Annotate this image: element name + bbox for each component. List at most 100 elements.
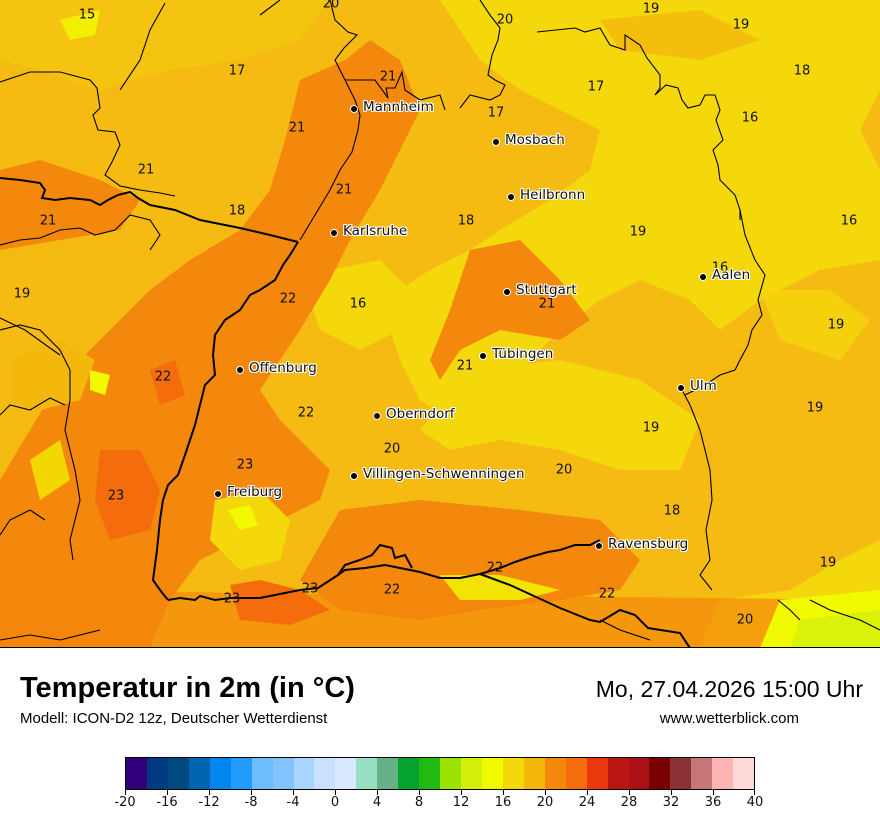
temperature-value: 18 — [457, 213, 475, 229]
tick-label: 16 — [494, 795, 512, 810]
temperature-value: 23 — [223, 591, 241, 607]
city-marker-icon — [699, 273, 707, 281]
tick-mark — [335, 790, 336, 795]
tick-mark — [754, 790, 755, 795]
tick-mark — [377, 790, 378, 795]
tick-mark — [461, 790, 462, 795]
tick-label: -4 — [286, 795, 300, 810]
temperature-value: 20 — [496, 12, 514, 28]
temperature-value: 19 — [13, 286, 31, 302]
colorbar-segment — [586, 758, 608, 789]
city-label: Offenburg — [249, 360, 317, 376]
colorbar-segment — [419, 758, 441, 789]
temperature-value: 19 — [642, 1, 660, 17]
temperature-value: 21 — [137, 162, 155, 178]
colorbar-ticks: -20 -16 -12 -8 -4 0 4 8 12 16 20 24 28 32 36 40 — [114, 790, 763, 820]
colorbar-segment — [146, 758, 168, 789]
tick-label: 24 — [578, 795, 596, 810]
city-marker-icon — [350, 472, 358, 480]
temperature-value: 16 — [349, 296, 367, 312]
city-label: Tübingen — [492, 346, 554, 362]
tick-label: 8 — [414, 795, 424, 810]
temperature-value: 19 — [819, 555, 837, 571]
colorbar-segment — [377, 758, 399, 789]
colorbar-segment — [670, 758, 692, 789]
tick-mark — [713, 790, 714, 795]
city-label: Aalen — [712, 267, 751, 283]
temperature-value: 22 — [598, 586, 616, 602]
tick-label: 20 — [536, 795, 554, 810]
colorbar-segment — [209, 758, 231, 789]
tick-label: 36 — [704, 795, 722, 810]
city-label: Mosbach — [505, 132, 565, 148]
temperature-value: 21 — [335, 182, 353, 198]
city-label: Villingen-Schwenningen — [363, 466, 525, 482]
temperature-value: 23 — [236, 457, 254, 473]
tick-mark — [125, 790, 126, 795]
tick-label: 28 — [620, 795, 638, 810]
tick-label: 12 — [452, 795, 470, 810]
temperature-value: 16 — [741, 110, 759, 126]
temperature-value: 22 — [297, 405, 315, 421]
temperature-value: 17 — [228, 63, 246, 79]
city-marker-icon — [507, 193, 515, 201]
tick-mark — [209, 790, 210, 795]
temperature-value: 19 — [827, 317, 845, 333]
website-link[interactable]: www.wetterblick.com — [659, 710, 799, 727]
tick-label: -20 — [114, 795, 136, 810]
colorbar-segment — [544, 758, 566, 789]
tick-mark — [167, 790, 168, 795]
temperature-value: 16 — [711, 260, 729, 276]
city-marker-icon — [479, 352, 487, 360]
tick-mark — [545, 790, 546, 795]
colorbar-segment — [461, 758, 482, 789]
city-label: Stuttgart — [516, 282, 577, 298]
tick-mark — [629, 790, 630, 795]
city-label: Karlsruhe — [343, 223, 408, 239]
temperature-value: 19 — [732, 17, 750, 33]
temperature-value: 18 — [793, 63, 811, 79]
tick-mark — [587, 790, 588, 795]
colorbar-segment — [628, 758, 650, 789]
temperature-value: 21 — [379, 69, 397, 85]
colorbar-segment — [502, 758, 524, 789]
forecast-datetime: Mo, 27.04.2026 15:00 Uhr — [595, 676, 863, 702]
colorbar-segment — [649, 758, 671, 789]
colorbar-segment — [335, 758, 357, 789]
tick-label: -8 — [244, 795, 258, 810]
temperature-field — [0, 0, 880, 647]
colorbar-segment — [733, 758, 755, 789]
colorbar-segment — [481, 758, 503, 789]
colorbar-segment — [523, 758, 545, 789]
temperature-value: 19 — [629, 224, 647, 240]
temperature-value: 17 — [587, 79, 605, 95]
temperature-value: 22 — [154, 369, 172, 385]
tick-mark — [671, 790, 672, 795]
temperature-value: 18 — [228, 203, 246, 219]
temperature-value: 23 — [107, 488, 125, 504]
tick-label: 32 — [662, 795, 680, 810]
tick-mark — [293, 790, 294, 795]
temperature-value: 17 — [487, 105, 505, 121]
temperature-value: 22 — [383, 582, 401, 598]
temperature-value: 21 — [39, 213, 57, 229]
colorbar-segment — [293, 758, 315, 789]
city-marker-icon — [677, 384, 685, 392]
city-label: Oberndorf — [386, 406, 455, 422]
temperature-value: 22 — [279, 291, 297, 307]
temperature-value: 21 — [456, 358, 474, 374]
city-marker-icon — [503, 288, 511, 296]
model-info: Modell: ICON-D2 12z, Deutscher Wetterdie… — [20, 710, 328, 727]
temperature-value: 15 — [78, 7, 96, 23]
city-label: Ravensburg — [608, 536, 689, 552]
temperature-value: 19 — [806, 400, 824, 416]
city-marker-icon — [330, 229, 338, 237]
temperature-value: 19 — [642, 420, 660, 436]
city-label: Ulm — [690, 378, 717, 394]
colorbar-segment — [691, 758, 713, 789]
colorbar-segment — [565, 758, 587, 789]
colorbar-segment — [314, 758, 336, 789]
temperature-value: 20 — [736, 612, 754, 628]
city-marker-icon — [236, 366, 244, 374]
colorbar-segment — [356, 758, 378, 789]
